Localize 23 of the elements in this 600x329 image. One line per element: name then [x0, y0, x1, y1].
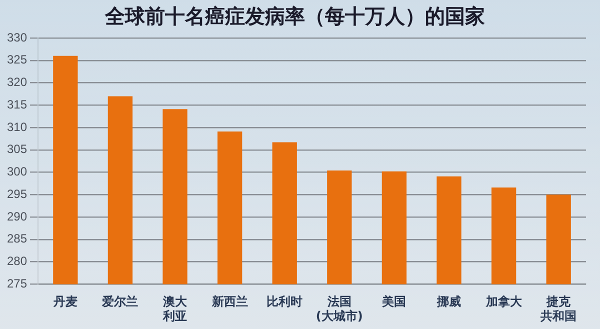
x-tick-label: 新西兰 [210, 294, 248, 309]
x-tick-label: 加拿大 [484, 294, 523, 309]
y-tick-label: 290 [6, 209, 28, 224]
x-tick-label: 捷克共和国 [540, 294, 577, 323]
x-tick-label: 挪威 [436, 294, 462, 309]
x-tick-label: 爱尔兰 [101, 294, 138, 309]
y-tick-label: 275 [6, 276, 28, 291]
y-tick-label: 280 [6, 254, 28, 268]
y-tick-label: 330 [6, 30, 28, 44]
x-tick-label: 比利时 [266, 294, 303, 309]
y-tick-label: 320 [6, 75, 28, 90]
y-tick-label: 325 [6, 52, 28, 67]
x-tick-label: 美国 [381, 294, 406, 309]
y-tick-label: 315 [6, 97, 28, 112]
y-tick-label: 305 [6, 142, 28, 156]
y-tick-label: 310 [6, 120, 28, 134]
x-tick-label: 澳大利亚 [162, 294, 188, 323]
chart-title: 全球前十名癌症发病率（每十万人）的国家 [104, 4, 485, 28]
y-tick-label: 300 [6, 164, 28, 179]
x-tick-label: 法国(大城市) [316, 294, 363, 323]
y-tick-label: 295 [6, 186, 28, 201]
x-tick-label: 丹麦 [52, 294, 78, 309]
y-tick-label: 285 [6, 232, 28, 246]
